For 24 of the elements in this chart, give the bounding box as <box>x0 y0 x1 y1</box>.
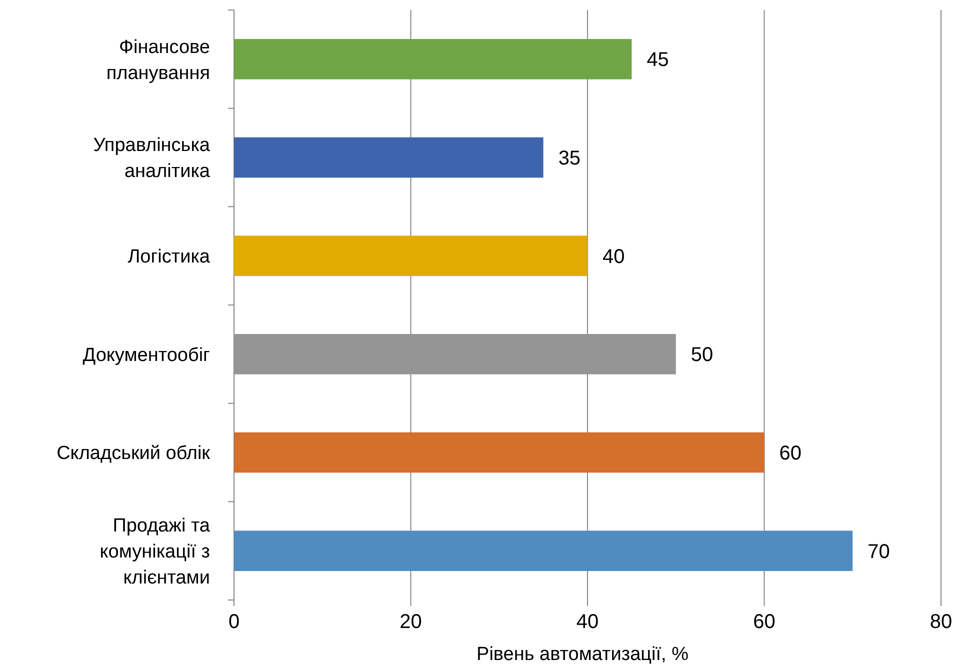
data-label: 70 <box>868 540 890 563</box>
data-label: 60 <box>779 442 802 464</box>
bar <box>234 39 632 80</box>
x-axis-title: Рівень автоматизації, % <box>476 644 689 665</box>
bar <box>234 530 853 571</box>
bar <box>234 334 676 374</box>
y-tick-label: Фінансове планування <box>106 36 210 84</box>
x-tick-label: 0 <box>228 611 240 633</box>
y-tick-label: Управлінська аналітика <box>93 135 210 182</box>
x-tick-label: 20 <box>400 611 422 633</box>
bar <box>234 236 588 276</box>
x-tick-label: 80 <box>930 611 952 633</box>
x-tick-label: 60 <box>753 611 776 633</box>
data-label: 50 <box>690 344 714 366</box>
x-tick-label: 40 <box>576 611 599 633</box>
y-tick-label: Продажі та комунікації з клієнтами <box>100 515 210 588</box>
bar <box>234 432 764 473</box>
data-label: 35 <box>558 148 581 170</box>
y-tick-label: Логістика <box>128 246 210 268</box>
y-tick-label: Складський облік <box>56 443 211 464</box>
data-label: 45 <box>646 49 669 72</box>
data-label: 40 <box>602 246 625 268</box>
y-tick-label: Документообіг <box>82 344 210 366</box>
bar <box>234 137 544 178</box>
